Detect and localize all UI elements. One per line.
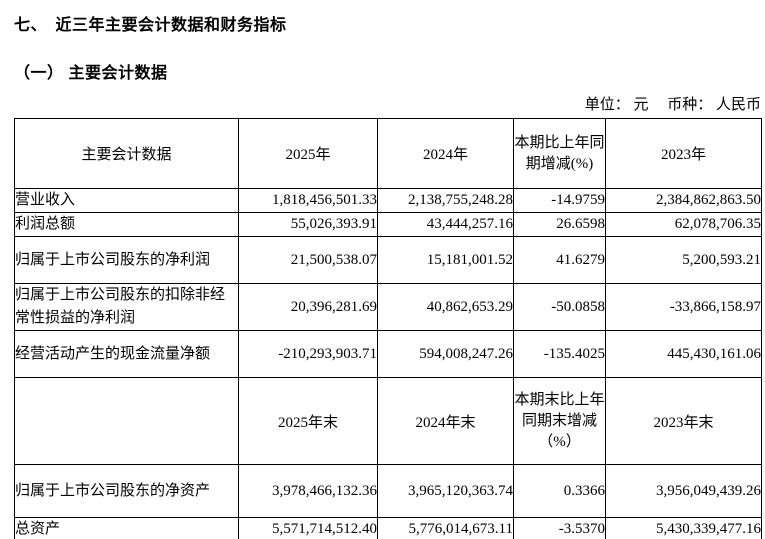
header-2025-end: 2025年末 [238,377,378,465]
value-2025: 20,396,281.69 [238,283,378,331]
row-label: 归属于上市公司股东的扣除非经常性损益的净利润 [14,283,239,331]
value-2023: -33,866,158.97 [605,283,762,331]
table-header-endpoint: 2025年末 2024年末 本期末比上年同期末增减（%） 2023年末 [14,377,762,465]
value-2025: 3,978,466,132.36 [238,464,378,518]
value-change: 26.6598 [513,212,606,237]
value-2023: 62,078,706.35 [605,212,762,237]
subsection-title: （一） 主要会计数据 [14,65,168,82]
table-row: 归属于上市公司股东的扣除非经常性损益的净利润 20,396,281.69 40,… [14,283,762,331]
table-row: 归属于上市公司股东的净资产 3,978,466,132.36 3,965,120… [14,464,762,518]
value-change: -50.0858 [513,283,606,331]
section-title: 七、 近三年主要会计数据和财务指标 [14,17,287,34]
value-change: -135.4025 [513,330,606,378]
row-label: 经营活动产生的现金流量净额 [14,330,239,378]
header-2023: 2023年 [605,118,762,189]
value-2023: 3,956,049,439.26 [605,464,762,518]
value-2024: 43,444,257.16 [377,212,514,237]
table-row: 总资产 5,571,714,512.40 5,776,014,673.11 -3… [14,517,762,539]
value-2025: 21,500,538.07 [238,236,378,284]
header-metric: 主要会计数据 [14,118,239,189]
header-2025: 2025年 [238,118,378,189]
value-change: -3.5370 [513,517,606,539]
header-metric-blank [14,377,239,465]
header-2023-end: 2023年末 [605,377,762,465]
value-2023: 2,384,862,863.50 [605,188,762,213]
value-change: -14.9759 [513,188,606,213]
value-2023: 445,430,161.06 [605,330,762,378]
header-change: 本期比上年同期增减(%) [513,118,606,189]
value-2023: 5,200,593.21 [605,236,762,284]
row-label: 营业收入 [14,188,239,213]
value-2024: 2,138,755,248.28 [377,188,514,213]
accounting-data-table: 主要会计数据 2025年 2024年 本期比上年同期增减(%) 2023年 营业… [14,118,762,539]
row-label: 归属于上市公司股东的净资产 [14,464,239,518]
table-block: 单位： 元 币种： 人民币 主要会计数据 2025年 2024年 本期比上年同期… [14,93,762,539]
value-2024: 594,008,247.26 [377,330,514,378]
value-2024: 5,776,014,673.11 [377,517,514,539]
table-row: 经营活动产生的现金流量净额 -210,293,903.71 594,008,24… [14,330,762,378]
row-label: 归属于上市公司股东的净利润 [14,236,239,284]
header-change-end: 本期末比上年同期末增减（%） [513,377,606,465]
table-header-period: 主要会计数据 2025年 2024年 本期比上年同期增减(%) 2023年 [14,118,762,189]
value-change: 41.6279 [513,236,606,284]
value-2025: 1,818,456,501.33 [238,188,378,213]
value-2025: 5,571,714,512.40 [238,517,378,539]
table-row: 利润总额 55,026,393.91 43,444,257.16 26.6598… [14,212,762,237]
value-2024: 40,862,653.29 [377,283,514,331]
header-2024: 2024年 [377,118,514,189]
value-2024: 3,965,120,363.74 [377,464,514,518]
header-2024-end: 2024年末 [377,377,514,465]
row-label: 利润总额 [14,212,239,237]
value-2024: 15,181,001.52 [377,236,514,284]
row-label: 总资产 [14,517,239,539]
value-2023: 5,430,339,477.16 [605,517,762,539]
unit-note: 单位： 元 币种： 人民币 [584,97,761,113]
value-2025: 55,026,393.91 [238,212,378,237]
table-row: 归属于上市公司股东的净利润 21,500,538.07 15,181,001.5… [14,236,762,284]
value-change: 0.3366 [513,464,606,518]
value-2025: -210,293,903.71 [238,330,378,378]
table-row: 营业收入 1,818,456,501.33 2,138,755,248.28 -… [14,188,762,213]
